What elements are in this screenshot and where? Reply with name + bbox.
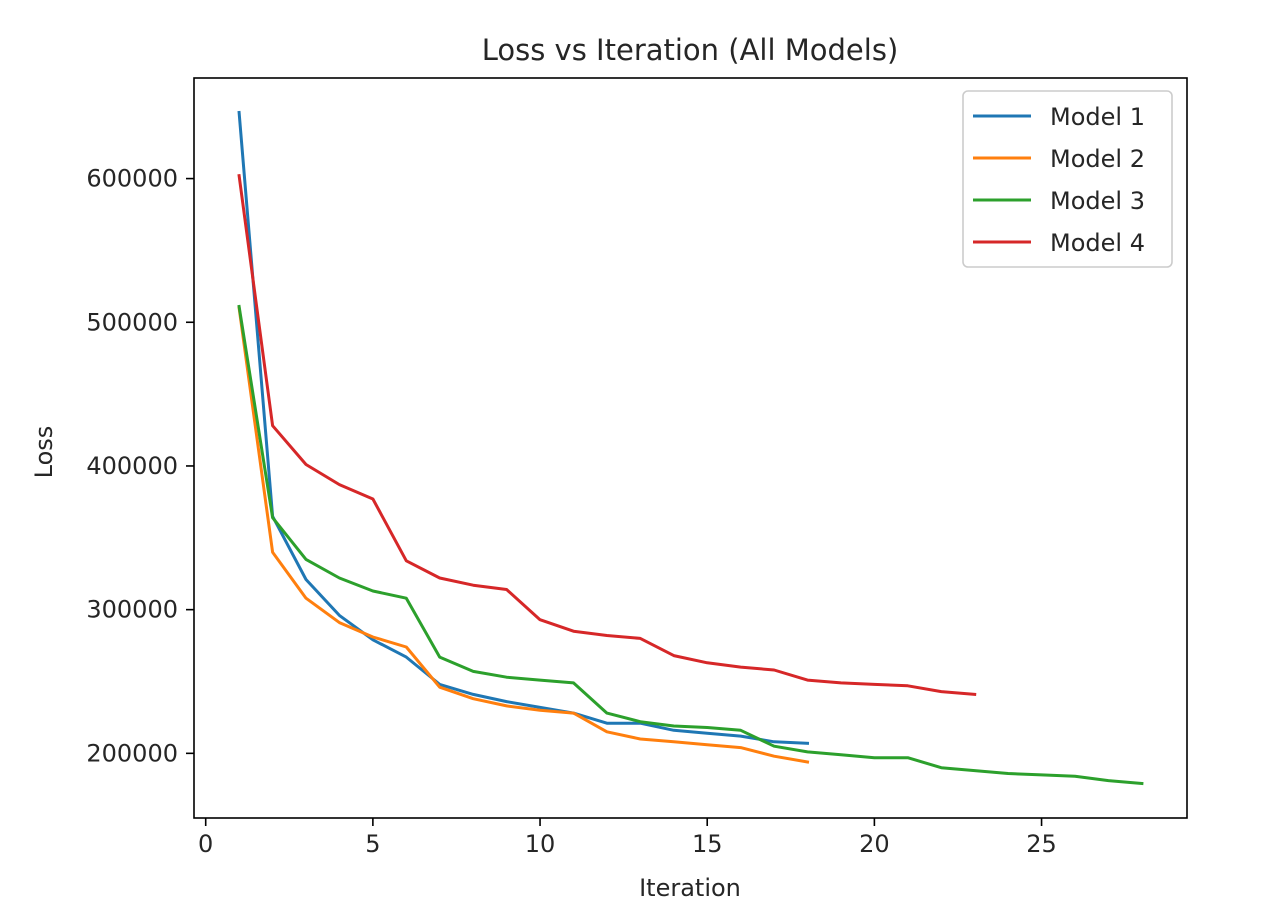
- legend-label: Model 3: [1050, 187, 1145, 215]
- legend-label: Model 1: [1050, 103, 1145, 131]
- series-layer: [237, 110, 1144, 786]
- y-tick-label: 600000: [86, 165, 178, 193]
- legend-label: Model 4: [1050, 229, 1145, 257]
- x-axis: 0 5 10 15 20 25: [198, 818, 1057, 858]
- x-tick-label: 25: [1026, 830, 1057, 858]
- series-line-model-2: [237, 306, 810, 764]
- x-tick-label: 0: [198, 830, 213, 858]
- y-tick-label: 400000: [86, 452, 178, 480]
- plot-frame: [193, 77, 1188, 819]
- chart-title: Loss vs Iteration (All Models): [482, 33, 899, 67]
- x-tick-label: 20: [859, 830, 890, 858]
- legend-items: Model 1 Model 2 Model 3 Model 4: [973, 103, 1145, 257]
- y-axis-label: Loss: [30, 426, 58, 479]
- legend-label: Model 2: [1050, 145, 1145, 173]
- legend: Model 1 Model 2 Model 3 Model 4: [962, 90, 1173, 268]
- y-tick-label: 500000: [86, 308, 178, 336]
- y-tick-label: 300000: [86, 596, 178, 624]
- y-axis: 200000 300000 400000 500000 600000: [86, 165, 194, 767]
- x-tick-label: 10: [525, 830, 556, 858]
- plot-area: [193, 77, 1188, 819]
- x-tick-label: 15: [692, 830, 723, 858]
- series-line-model-1: [237, 110, 810, 745]
- y-tick-label: 200000: [86, 739, 178, 767]
- series-line-model-4: [237, 174, 977, 697]
- x-tick-label: 5: [365, 830, 380, 858]
- legend-box: [962, 90, 1173, 268]
- series-line-model-3: [237, 304, 1144, 786]
- x-axis-label: Iteration: [639, 874, 741, 902]
